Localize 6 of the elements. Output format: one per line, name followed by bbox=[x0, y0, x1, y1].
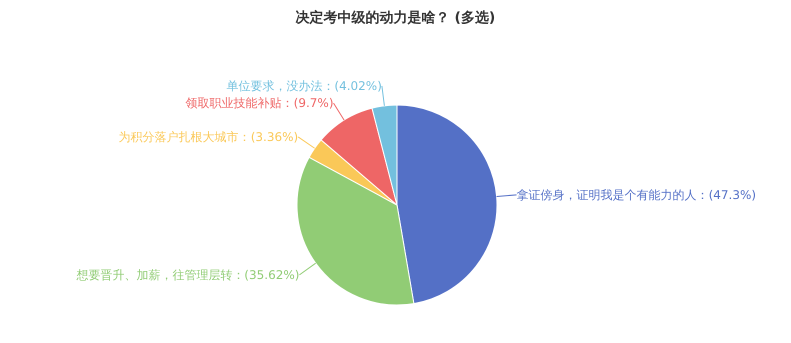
chart-title: 决定考中级的动力是啥？ (多选) bbox=[294, 8, 496, 28]
slice-label: 单位要求，没办法：(4.02%) bbox=[226, 78, 382, 93]
slice-label: 想要晋升、加薪，往管理层转：(35.62%) bbox=[75, 268, 300, 282]
slice-label: 为积分落户扎根大城市：(3.36%) bbox=[118, 130, 298, 144]
slice-label: 领取职业技能补贴：(9.7%) bbox=[186, 96, 334, 110]
slice-label: 拿证傍身，证明我是个有能力的人：(47.3%) bbox=[516, 188, 756, 202]
